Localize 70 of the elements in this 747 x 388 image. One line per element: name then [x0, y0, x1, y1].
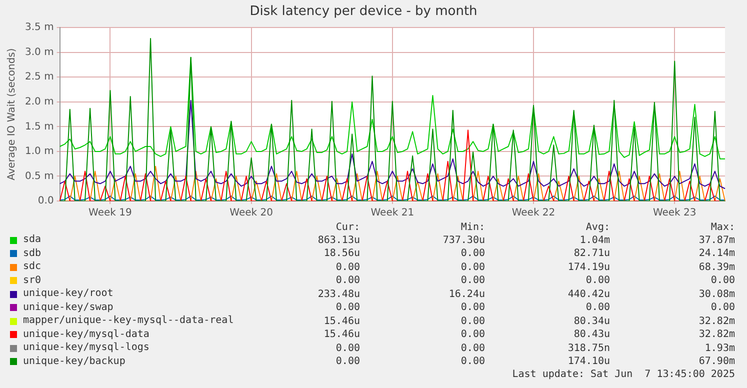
text: 0.00: [460, 274, 485, 288]
x-tick-label: Week 20: [230, 208, 273, 219]
text: 15.46u: [322, 328, 360, 342]
text: 0.00: [584, 302, 610, 315]
text: 0.00: [460, 342, 485, 356]
y-tick-label: 2.0 m: [24, 96, 54, 108]
y-tick-label: 0.0: [38, 196, 54, 207]
x-tick-label: Week 21: [370, 208, 414, 219]
text: 16.24u: [448, 288, 485, 302]
y-tick-label: 3.0 m: [24, 46, 54, 58]
text: 67.90m: [698, 356, 735, 369]
y-tick-label: 0.5 m: [24, 170, 54, 182]
text: 174.10u: [566, 356, 610, 369]
legend-label: unique-key/root: [23, 288, 114, 300]
text: 0.00: [584, 274, 610, 288]
text: 0.00: [460, 356, 485, 369]
text: 32.82m: [698, 315, 735, 328]
text: 30.08m: [698, 288, 735, 302]
text: 863.13u: [316, 234, 360, 248]
y-tick-label: 3.5 m: [24, 22, 54, 34]
y-tick-label: 1.0 m: [24, 146, 54, 158]
y-axis-title: Average IO Wait (seconds): [6, 48, 18, 180]
legend-label: unique-key/mysql-data: [23, 328, 150, 340]
text: 0.00: [460, 315, 485, 328]
legend-label: unique-key/backup: [23, 356, 126, 368]
text: 440.42u: [566, 288, 610, 302]
text: 18.56u: [322, 248, 360, 261]
text: 0.00: [334, 274, 360, 288]
legend-label: sr0: [23, 274, 42, 286]
legend-label: mapper/unique--key-mysql--data-real: [23, 315, 234, 327]
text: 0.00: [334, 261, 360, 274]
text: 82.71u: [572, 248, 610, 261]
x-tick-label: Week 23: [652, 208, 696, 219]
text: 0.00: [334, 356, 360, 369]
text: 0.00: [460, 328, 485, 342]
x-tick-label: Week 19: [88, 208, 132, 219]
text: 68.39m: [698, 261, 735, 274]
text: 174.19u: [566, 261, 610, 274]
legend-label: unique-key/mysql-logs: [23, 342, 150, 354]
text: 80.43u: [572, 328, 610, 342]
text: Avg:: [584, 222, 610, 234]
text: 318.75n: [566, 342, 610, 356]
text: 1.93m: [704, 342, 735, 356]
text: 737.30u: [442, 234, 485, 248]
text: 0.00: [460, 261, 485, 274]
legend-label: sdc: [23, 261, 42, 273]
legend-label: unique-key/swap: [23, 302, 114, 314]
text: Min:: [460, 222, 485, 234]
text: 233.48u: [316, 288, 360, 302]
text: 0.00: [710, 302, 735, 315]
text: 80.34u: [572, 315, 610, 328]
text: 0.00: [334, 342, 360, 356]
text: 24.14m: [698, 248, 735, 261]
text: 32.82m: [698, 328, 735, 342]
text: Cur:: [334, 222, 360, 234]
legend-label: sda: [23, 234, 42, 246]
chart-title: Disk latency per device - by month: [250, 4, 478, 20]
text: 0.00: [334, 302, 360, 315]
text: 0.00: [460, 302, 485, 315]
y-tick-label: 1.5 m: [24, 121, 54, 132]
text: 15.46u: [322, 315, 360, 328]
text: Max:: [710, 222, 735, 234]
text: 0.00: [710, 274, 735, 288]
text: 0.00: [460, 248, 485, 261]
text: 37.87m: [698, 234, 735, 248]
y-tick-label: 2.5 m: [24, 72, 54, 83]
text: 1.04m: [578, 234, 610, 248]
legend-label: sdb: [23, 248, 42, 260]
text: Last update: Sat Jun 7 13:45:00 2025: [511, 369, 735, 381]
x-tick-label: Week 22: [512, 208, 556, 219]
